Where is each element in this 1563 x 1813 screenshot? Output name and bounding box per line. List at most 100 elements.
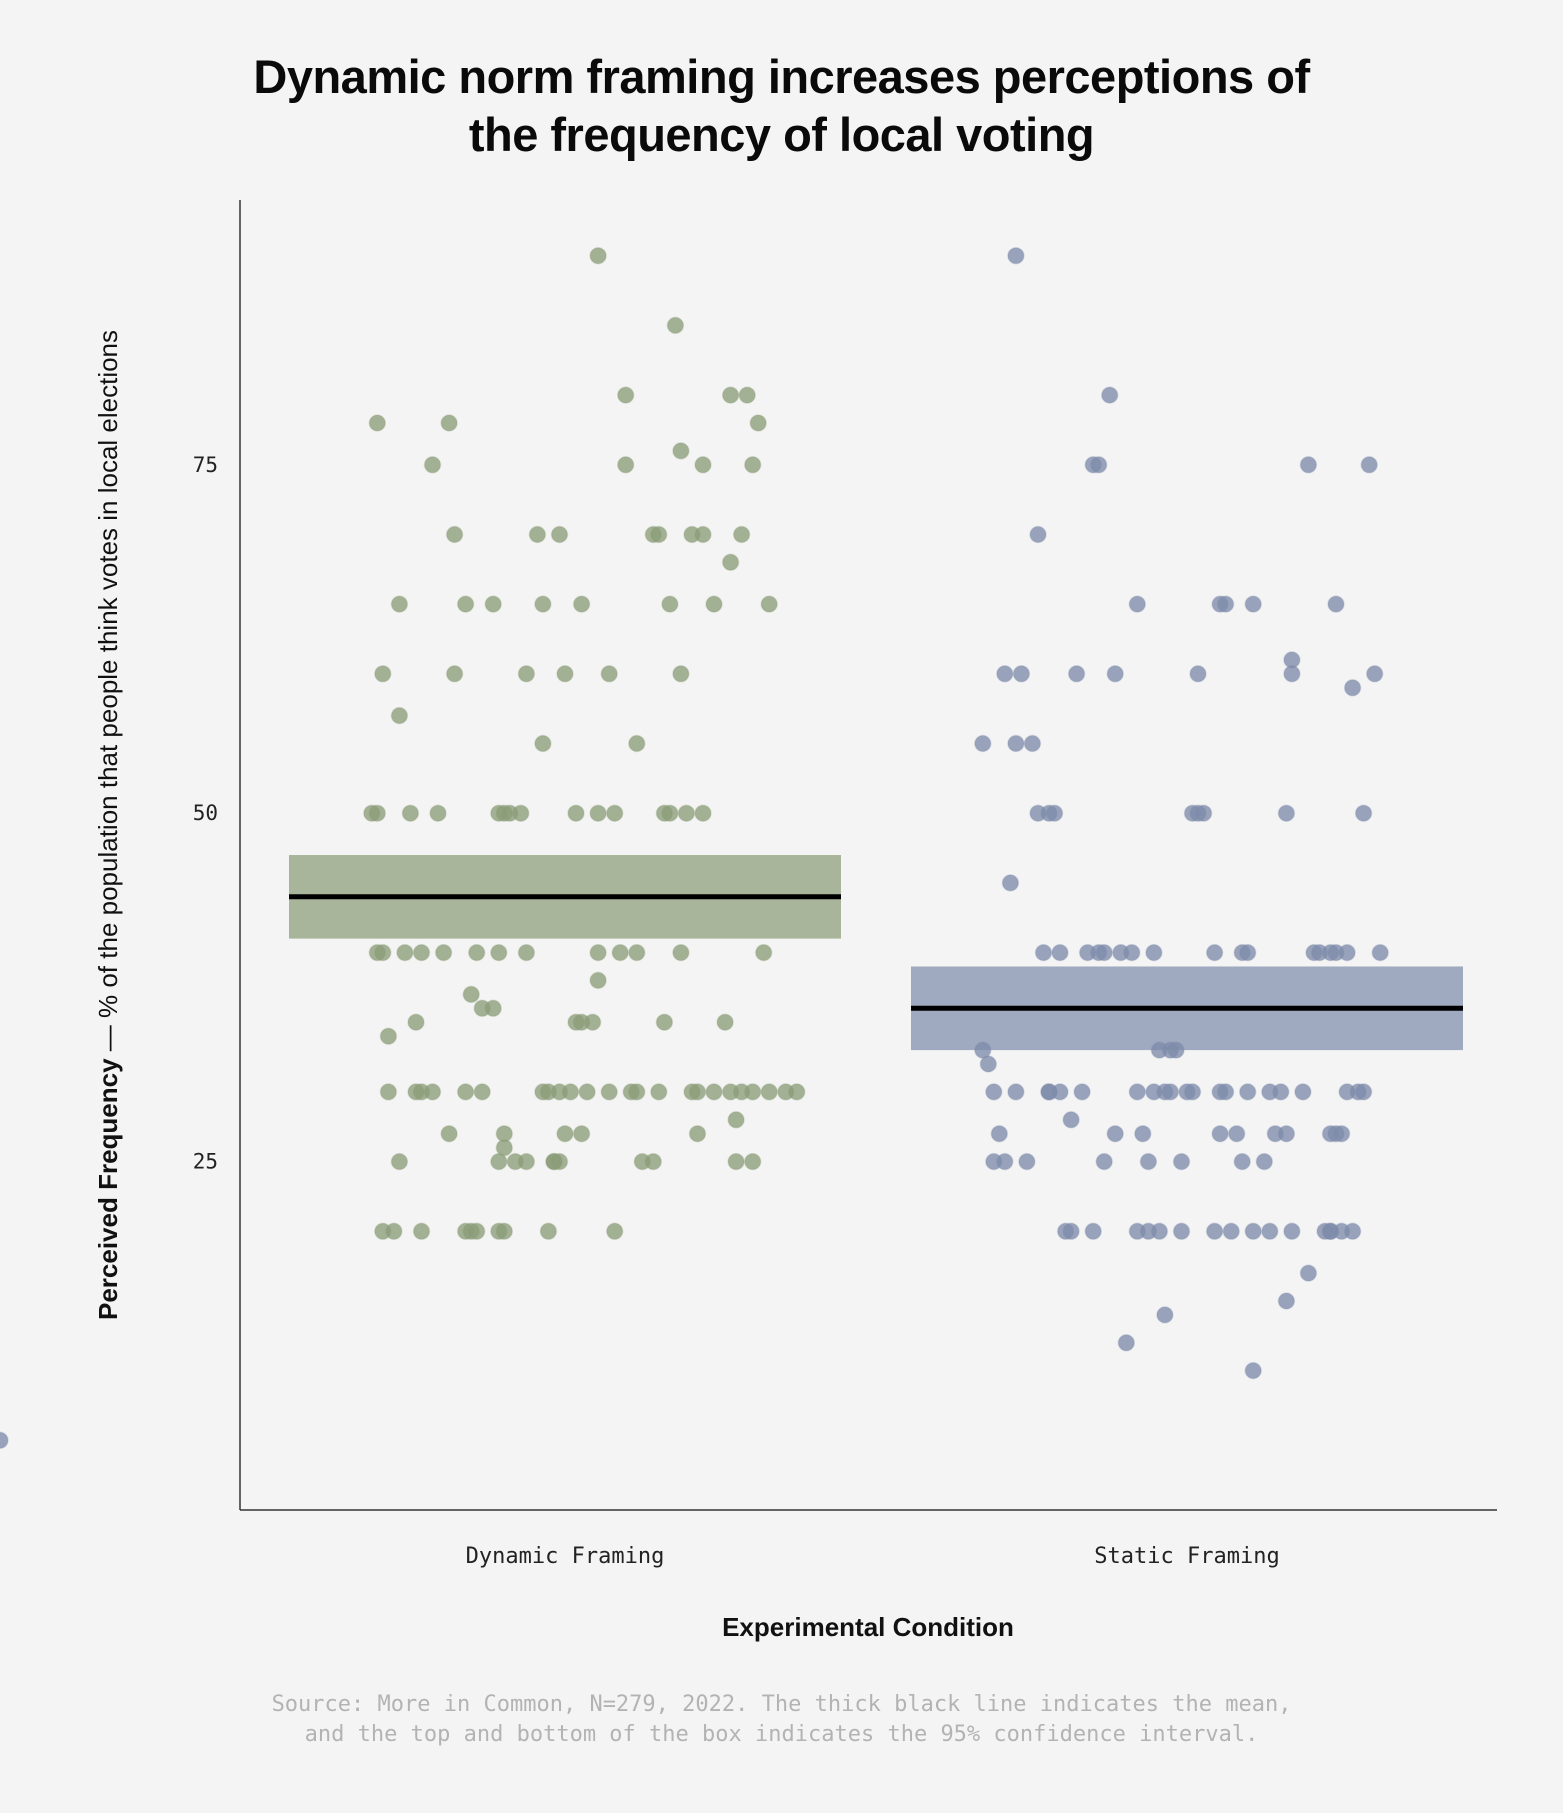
data-point (1128, 1083, 1147, 1101)
data-point (1299, 456, 1318, 474)
data-point (1106, 665, 1124, 683)
data-point (1227, 1124, 1246, 1143)
data-point (1343, 1222, 1362, 1241)
data-point (1238, 943, 1257, 962)
data-point (534, 595, 552, 613)
data-point (1172, 1152, 1191, 1171)
data-point (749, 414, 767, 432)
data-point (1023, 734, 1042, 753)
data-point (1089, 456, 1108, 474)
data-point (1360, 456, 1378, 474)
data-point (1205, 1222, 1224, 1241)
data-point (1283, 1222, 1301, 1241)
data-point (484, 999, 502, 1018)
data-point (661, 804, 679, 822)
data-point (440, 1124, 458, 1143)
data-point (528, 525, 547, 544)
chart-title-line-2: the frequency of local voting (468, 108, 1095, 161)
data-point (1183, 1083, 1202, 1101)
data-point (1073, 1083, 1091, 1101)
data-point (374, 943, 392, 962)
data-point (445, 665, 464, 683)
data-point (1189, 665, 1207, 683)
data-point (1343, 679, 1362, 697)
data-point (1029, 525, 1047, 544)
chart-title: Dynamic norm framing increases perceptio… (0, 48, 1563, 164)
data-point (401, 804, 420, 822)
data-point (1299, 1264, 1318, 1282)
y-axis-title-rest: — % of the population that people think … (93, 330, 123, 1058)
data-point (628, 943, 646, 962)
data-point (1277, 1124, 1296, 1143)
data-point (672, 943, 690, 962)
data-points (0, 246, 1389, 1450)
data-point (1139, 1152, 1158, 1171)
data-point (534, 734, 552, 753)
chart-title-line-1: Dynamic norm framing increases perceptio… (253, 50, 1310, 103)
data-point (1338, 943, 1356, 962)
data-point (760, 595, 778, 613)
data-point (1222, 1222, 1240, 1241)
data-point (616, 386, 635, 404)
data-point (616, 456, 635, 474)
data-point (517, 943, 536, 962)
data-point (1327, 595, 1345, 613)
data-point (1354, 804, 1373, 822)
data-point (743, 1152, 762, 1171)
data-point (385, 1222, 403, 1241)
source-note: Source: More in Common, N=279, 2022. The… (0, 1690, 1563, 1750)
data-point (539, 1222, 558, 1241)
data-point (1095, 943, 1113, 962)
data-point (556, 1124, 574, 1143)
data-point (1216, 595, 1235, 613)
data-point (407, 1013, 425, 1031)
data-point (1012, 665, 1031, 683)
data-point (490, 1152, 508, 1171)
data-point (600, 665, 618, 683)
data-point (788, 1083, 806, 1101)
data-point (732, 525, 751, 544)
data-point (600, 1083, 618, 1101)
data-point (412, 1222, 431, 1241)
data-point (517, 665, 536, 683)
data-point (677, 804, 696, 822)
source-note-line-2: and the top and bottom of the box indica… (304, 1722, 1259, 1747)
data-point (628, 1083, 646, 1101)
data-point (743, 1083, 762, 1101)
data-point (1244, 1361, 1262, 1380)
data-point (1183, 804, 1202, 822)
data-point (694, 804, 712, 822)
data-point (650, 525, 668, 544)
data-point (561, 1083, 580, 1101)
y-axis-title-bold: Perceived Frequency (93, 1058, 123, 1320)
data-point (1128, 595, 1147, 613)
data-point (1123, 943, 1141, 962)
data-point (727, 1111, 745, 1129)
data-point (1238, 1083, 1257, 1101)
data-point (985, 1152, 1003, 1171)
data-point (1134, 1124, 1152, 1143)
data-point (1106, 1124, 1124, 1143)
data-point (1067, 665, 1086, 683)
data-point (390, 1152, 409, 1171)
data-point (605, 1222, 624, 1241)
data-point (705, 595, 723, 613)
x-category-label: Static Framing (1094, 1544, 1279, 1569)
data-point (1145, 943, 1163, 962)
data-point (979, 1055, 998, 1073)
data-point (423, 456, 442, 474)
data-point (721, 386, 740, 404)
data-point (368, 414, 387, 432)
data-point (440, 414, 458, 432)
y-axis-title: Perceived Frequency — % of the populatio… (93, 330, 123, 1320)
x-axis-title: Experimental Condition (722, 1612, 1014, 1642)
data-point (1167, 1041, 1185, 1059)
data-point (1007, 734, 1025, 753)
data-point (721, 553, 740, 572)
data-point (495, 1138, 514, 1157)
data-point (467, 1222, 486, 1241)
data-point (390, 706, 409, 725)
data-point (495, 1222, 514, 1241)
data-point (379, 1027, 398, 1045)
